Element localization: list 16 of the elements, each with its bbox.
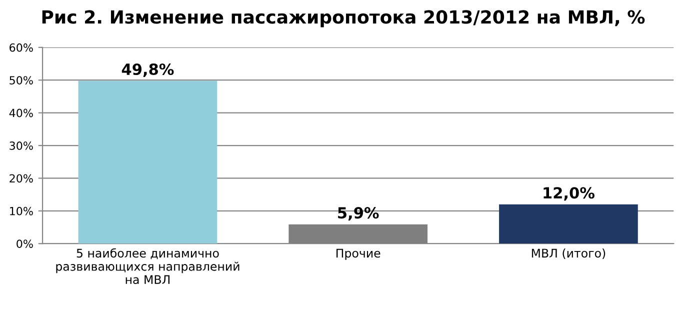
- data-label: 12,0%: [544, 187, 594, 201]
- y-tick-label: 60%: [10, 43, 33, 52]
- y-tick-label: 10%: [10, 206, 33, 216]
- x-tick-label: 5 наиболее динамично развивающихся направлений на МВЛ: [56, 248, 240, 284]
- x-tick-label: МВЛ (итого): [532, 248, 606, 260]
- y-tick-label: 0%: [16, 240, 33, 248]
- chart-title: Рис 2. Изменение пассажиропотока 2013/2012 на МВЛ, %: [42, 10, 645, 28]
- bar: [499, 204, 638, 244]
- y-tick-label: 40%: [9, 108, 33, 118]
- data-label: 5,9%: [338, 207, 379, 221]
- x-tick-label: Прочие: [336, 248, 380, 260]
- y-tick-label: 30%: [10, 141, 33, 150]
- y-tick-label: 20%: [10, 174, 33, 183]
- data-label: 49,8%: [122, 63, 174, 77]
- y-tick-label: 50%: [10, 76, 33, 84]
- bar: [78, 80, 218, 244]
